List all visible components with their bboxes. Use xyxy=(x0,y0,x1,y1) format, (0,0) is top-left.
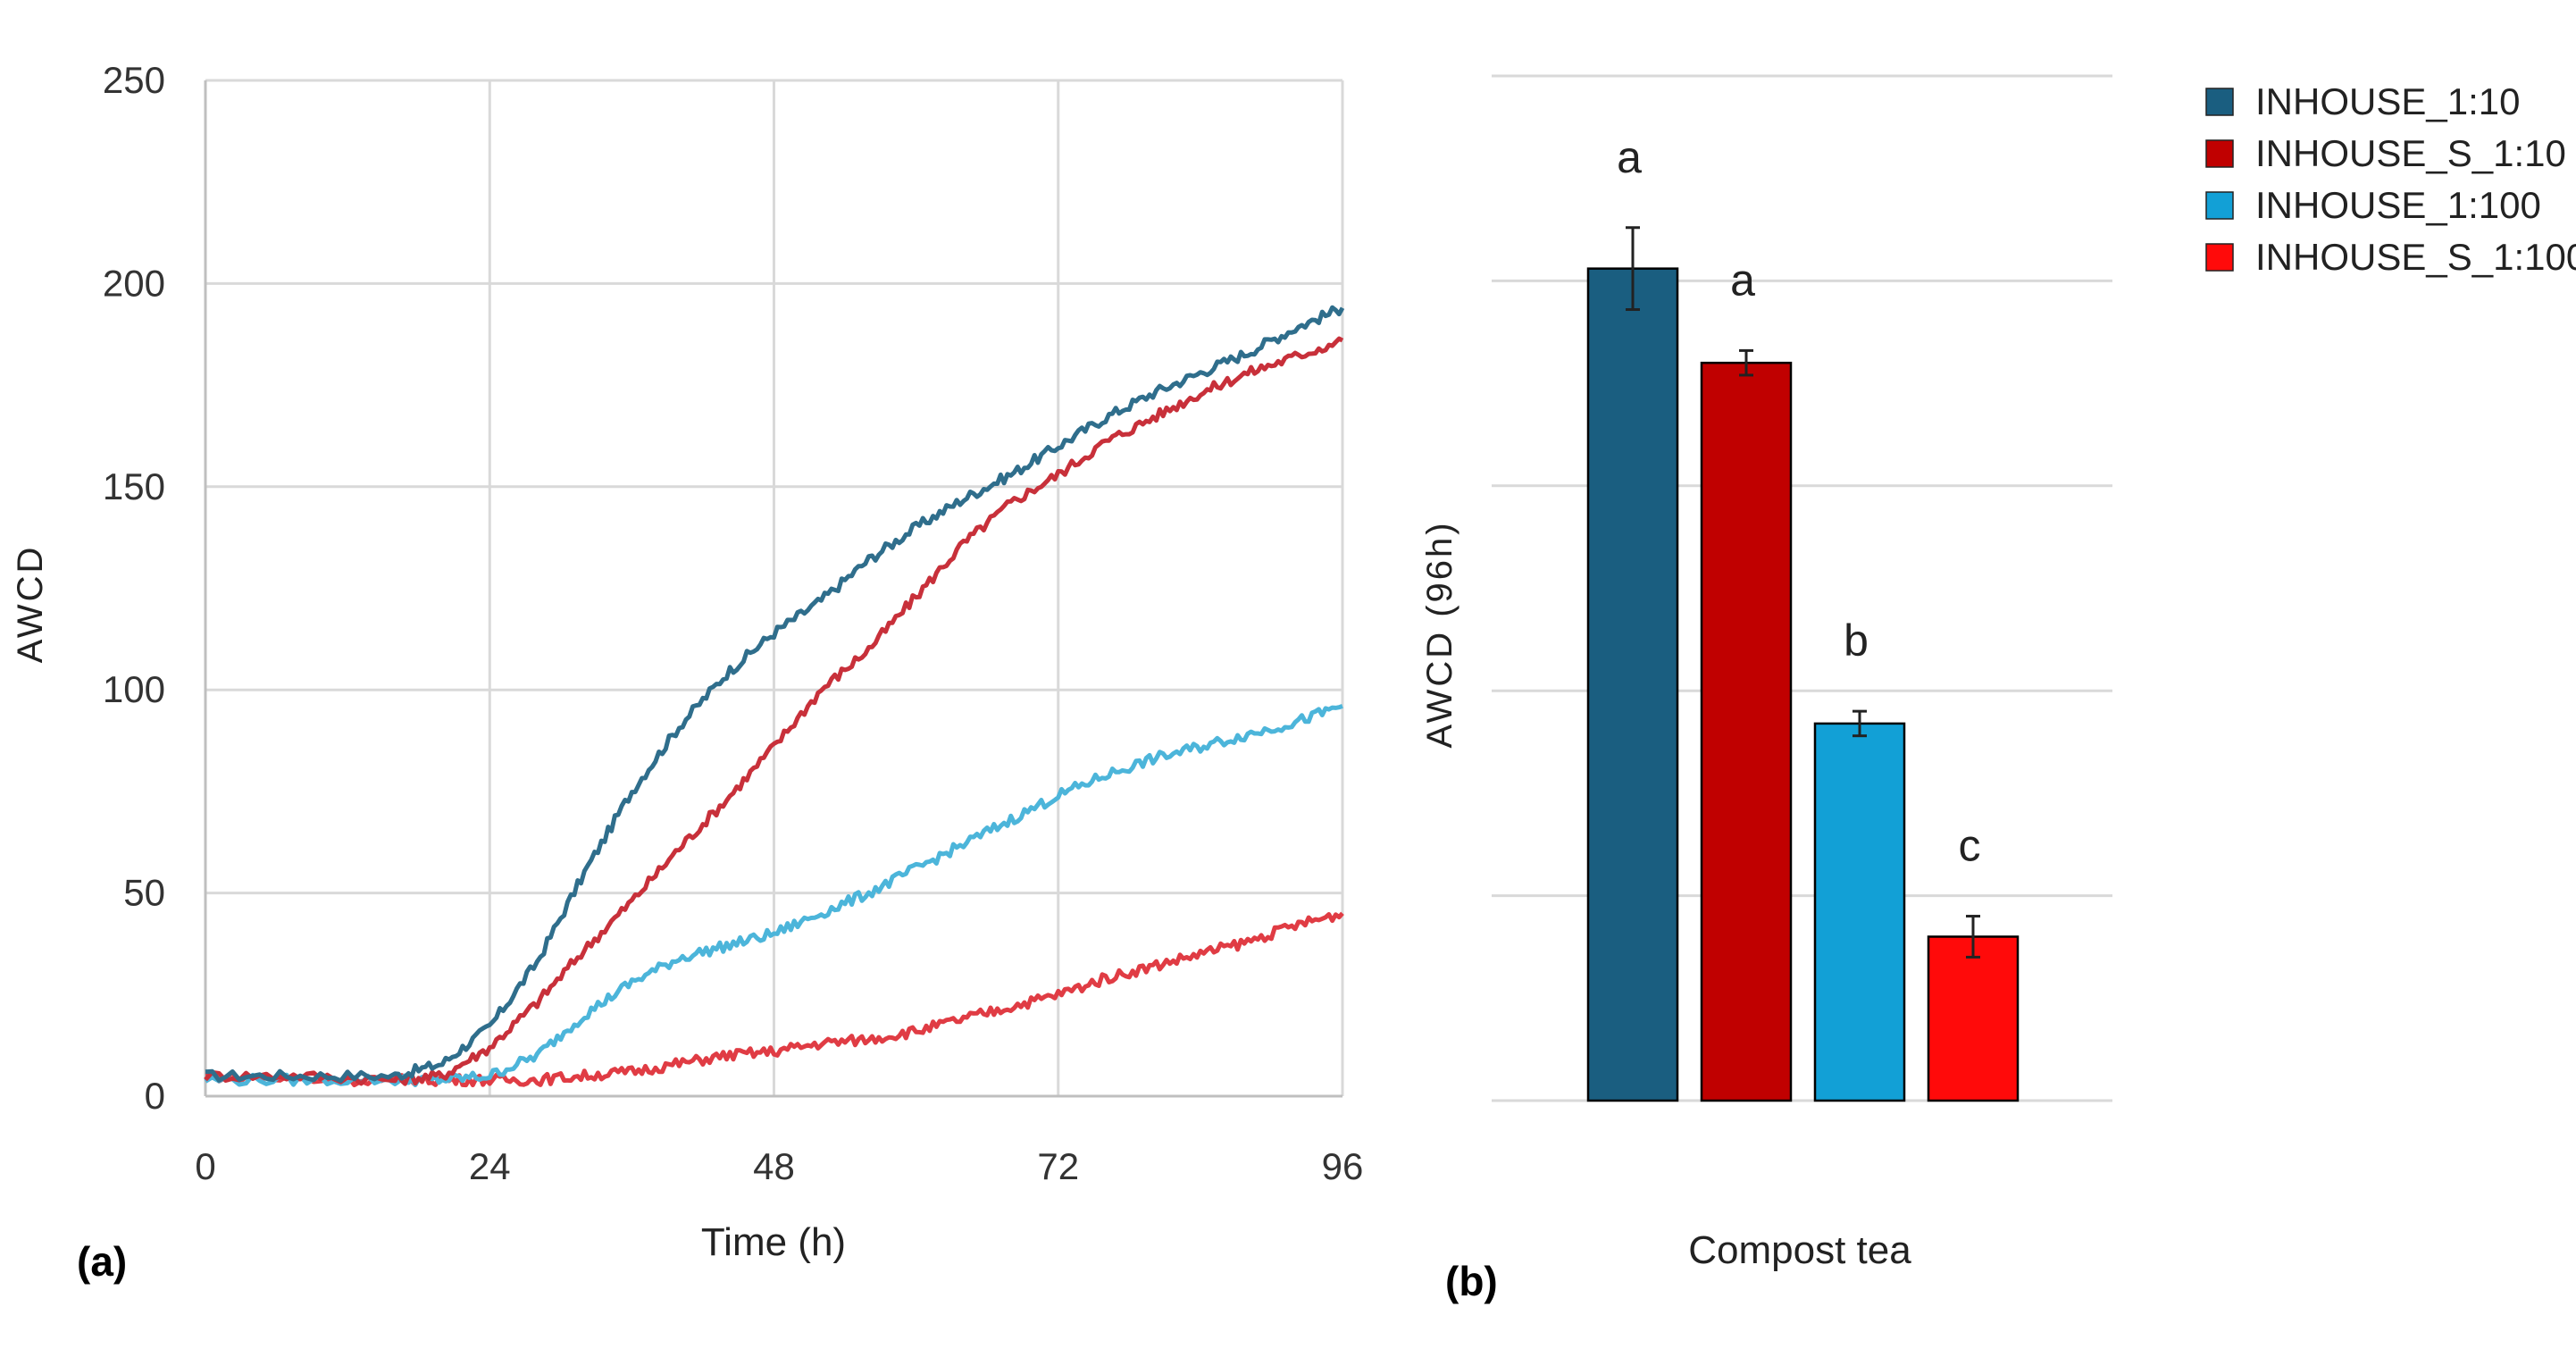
legend-label-inhouse-1-100: INHOUSE_1:100 xyxy=(2255,184,2541,226)
significance-letter-inhouse-s-1-100: c xyxy=(1959,821,1981,871)
legend-swatch-inhouse-1-10 xyxy=(2205,88,2234,116)
bar-chart-x-axis-title: Compost tea xyxy=(1688,1228,1911,1272)
line-series-inhouse-1-100 xyxy=(204,704,1343,1087)
bar-chart-y-axis-title: AWCD (96h) xyxy=(1420,520,1459,748)
legend-swatch-inhouse-s-1-100 xyxy=(2205,243,2234,272)
line-chart-x-tick-label: 24 xyxy=(469,1145,511,1187)
legend-label-inhouse-s-1-10: INHOUSE_S_1:10 xyxy=(2255,132,2566,174)
bar-inhouse-s-1-100 xyxy=(1927,935,2020,1102)
line-chart-panel: 0 50 100 150 200 250 0 24 48 72 96 Time (h) AWCD (… xyxy=(11,59,1363,1285)
line-chart-y-tick-label: 0 xyxy=(145,1075,165,1117)
bar-chart-error-bars xyxy=(1626,226,1980,959)
line-chart-x-tick-label: 0 xyxy=(195,1145,215,1187)
legend: INHOUSE_1:10 INHOUSE_S_1:10 INHOUSE_1:100 I… xyxy=(2205,80,2576,278)
line-chart-y-tick-label: 250 xyxy=(103,59,165,101)
line-series-inhouse-s-1-100 xyxy=(205,911,1344,1088)
legend-label-inhouse-1-10: INHOUSE_1:10 xyxy=(2255,80,2520,122)
significance-letter-inhouse-1-10: a xyxy=(1617,132,1642,182)
line-chart-series xyxy=(204,305,1345,1088)
bar-chart-gridlines xyxy=(1492,74,2112,1102)
line-chart-axes xyxy=(204,80,1342,1098)
line-chart-gridlines xyxy=(205,79,1344,1096)
significance-letter-inhouse-s-1-10: a xyxy=(1730,255,1755,305)
bar-chart-significance-letters: a a b c xyxy=(1617,132,1980,871)
legend-swatch-inhouse-1-100 xyxy=(2205,191,2234,220)
line-chart-x-axis-title: Time (h) xyxy=(701,1220,846,1264)
bar-chart-panel: a a b c Compost tea AWCD (96h) (b) xyxy=(1420,74,2112,1304)
bar-inhouse-s-1-10 xyxy=(1700,361,1793,1102)
line-chart-y-tick-label: 200 xyxy=(103,262,165,304)
line-series-inhouse-1-10 xyxy=(205,305,1345,1084)
line-chart-x-tick-label: 96 xyxy=(1322,1145,1364,1187)
line-chart-ticks: 0 50 100 150 200 250 0 24 48 72 96 xyxy=(103,59,1363,1187)
line-chart-y-tick-label: 50 xyxy=(123,872,165,914)
significance-letter-inhouse-1-100: b xyxy=(1844,616,1869,666)
bar-inhouse-1-100 xyxy=(1813,722,1906,1102)
panel-label-a: (a) xyxy=(77,1238,127,1285)
line-chart-x-tick-label: 48 xyxy=(753,1145,795,1187)
legend-label-inhouse-s-1-100: INHOUSE_S_1:100 xyxy=(2255,236,2576,278)
line-chart-y-axis-title: AWCD xyxy=(11,545,50,664)
legend-swatch-inhouse-s-1-10 xyxy=(2205,139,2234,168)
line-series-inhouse-s-1-10 xyxy=(204,336,1344,1086)
line-chart-x-tick-label: 72 xyxy=(1037,1145,1079,1187)
line-chart-y-tick-label: 100 xyxy=(103,668,165,710)
bar-chart-bars xyxy=(1586,267,2020,1102)
line-chart-y-tick-label: 150 xyxy=(103,465,165,507)
panel-label-b: (b) xyxy=(1445,1258,1498,1304)
bar-inhouse-1-10 xyxy=(1586,267,1679,1102)
